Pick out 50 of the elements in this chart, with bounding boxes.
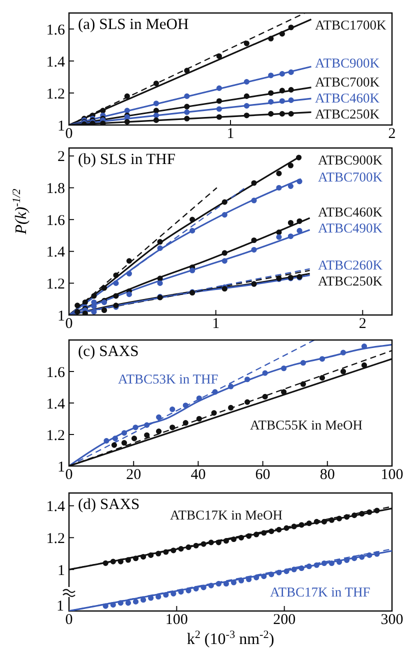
y-tick-label: 1.4 [46,499,66,516]
y-tick-label: 1.2 [46,86,65,102]
chart-title: (b) SLS in THF [78,151,176,168]
chart-title: (d) SAXS [78,496,140,513]
x-tick-label: 0 [65,612,73,628]
x-tick-label: 300 [380,612,404,628]
y-tick-label: 1.6 [46,22,66,38]
series-label: ATBC17K in MeOH [170,508,283,523]
series-label: ATBC460K [318,204,383,220]
x-tick-label: 200 [273,612,296,628]
y-tick-label: 1.8 [46,181,65,198]
chart-title: (a) SLS in MeOH [78,16,189,33]
series-label: ATBC250K [315,106,380,122]
x-tick-label: 1 [212,316,220,332]
series-label: ATBC900K [315,56,380,71]
x-tick-label: 2 [388,126,396,142]
series-label: ATBC490K [318,220,383,236]
x-tick-label: 0 [65,467,73,483]
series-label: ATBC460K [315,90,380,106]
series-label: ATBC700K [315,74,380,90]
x-tick-label: 0 [65,126,73,142]
x-tick-label: 2 [358,316,366,332]
x-tick-label: 0 [65,316,73,332]
x-axis-title: k$^{2}$ (10$^{-3}$ nm$^{-2}$) [186,629,274,648]
x-tick-label: 100 [380,467,404,483]
y-tick-label: 1.2 [46,428,65,444]
x-tick-label: 20 [126,467,142,483]
series-label: ATBC260K [318,258,383,273]
series-label: ATBC1700K [315,18,387,33]
series-label: ATBC53K in THF [118,372,219,387]
series-label: ATBC250K [318,274,383,289]
series-label: ATBC700K [318,170,383,185]
y-tick-label: 1.4 [46,54,66,70]
y-tick-label: 1.2 [46,530,65,547]
x-tick-label: 40 [190,467,206,483]
y-tick-label: 1 [58,562,65,579]
chart-title: (c) SAXS [78,343,139,360]
x-tick-label: 1 [226,126,234,142]
x-tick-label: 100 [165,612,188,628]
y-tick-label: 1.2 [46,276,65,292]
y-tick-label: 1.4 [46,244,66,261]
x-tick-label: 80 [320,467,335,483]
y-tick-label: 1.6 [46,364,66,381]
x-tick-label: 60 [255,467,270,483]
series-label: ATBC17K in THF [270,584,371,600]
series-label: ATBC900K [318,152,383,168]
y-tick-label: 1.4 [46,396,66,412]
y-tick-label: 1.6 [46,212,66,229]
series-label: ATBC55K in MeOH [250,418,363,433]
y-tick-label: 2 [58,149,65,166]
